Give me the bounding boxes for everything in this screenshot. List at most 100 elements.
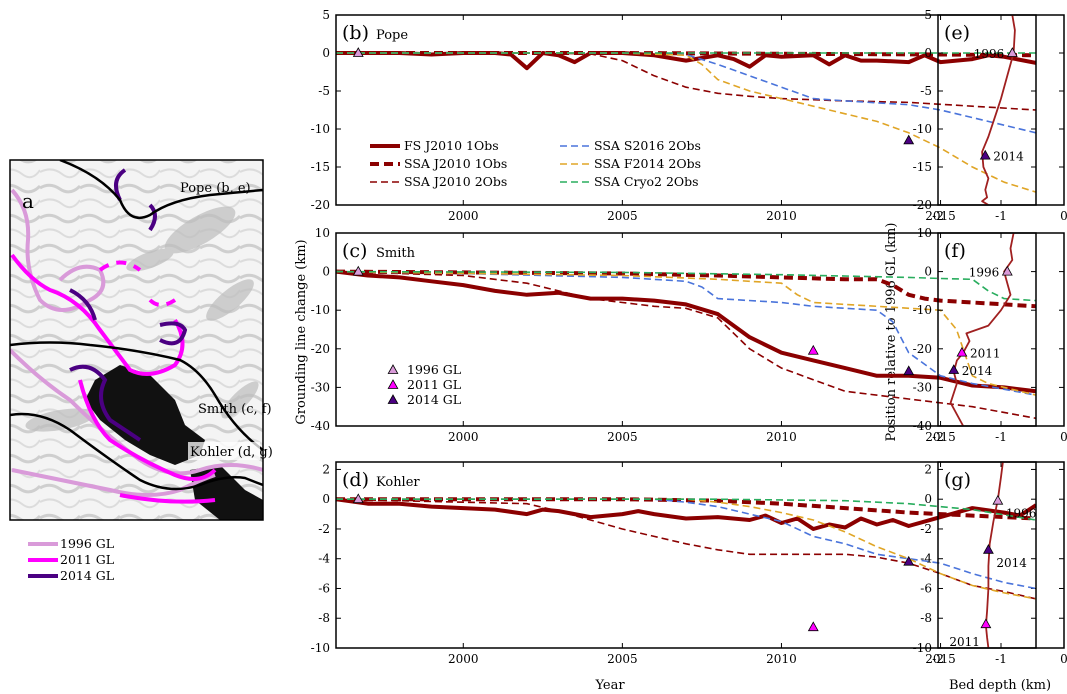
panel-letter: (b) (342, 22, 369, 44)
x-tick-label: 2005 (607, 209, 638, 223)
map-panel-letter: a (22, 189, 34, 213)
x-tick-label: 2000 (448, 430, 479, 444)
map-flowline-pope (59, 160, 263, 220)
x-tick-label: 2005 (607, 652, 638, 666)
y-tick-label: -10 (311, 303, 330, 317)
x-axis-label: Year (594, 678, 625, 693)
x-tick-label: 2010 (766, 652, 797, 666)
x-tick-label: 0 (1060, 430, 1067, 444)
axes-frame (335, 461, 1037, 649)
gl-marker-1 (956, 346, 968, 357)
series-group (981, 15, 1016, 205)
line-legend: FS J2010 1Obs SSA J2010 1Obs SSA J2010 2Ob… (370, 138, 701, 189)
y-tick-label: 0 (322, 265, 330, 279)
series-group (985, 462, 1004, 648)
series-group (336, 269, 1036, 420)
y-tick-label: 10 (315, 226, 330, 240)
panel-letter: (e) (944, 22, 970, 44)
series-line-0 (949, 233, 1015, 426)
y-tick-label: 0 (322, 46, 330, 60)
gl-marker-1 (807, 344, 819, 355)
panel-title: Smith (376, 246, 416, 261)
gl-marker-0 (352, 47, 364, 57)
gl-marker-1 (903, 134, 915, 145)
x-tick-label: 2015 (925, 209, 956, 223)
line-legend-label-4: SSA F2014 2Obs (594, 156, 701, 171)
map-legend-label-1996: 1996 GL (60, 536, 114, 551)
y-tick-label: -5 (920, 84, 932, 98)
y-tick-label: -2 (318, 522, 330, 536)
gl-marker-label-1: 2014 (996, 556, 1027, 570)
series-line-4 (336, 52, 1036, 193)
x-tick-label: -1 (995, 652, 1007, 666)
axes-frame (937, 232, 1065, 427)
y-tick-label: -20 (311, 198, 330, 212)
gl-marker-0 (352, 493, 364, 504)
series-line-0 (985, 462, 1004, 648)
panel-letter: (f) (944, 240, 966, 262)
gl-marker-0 (1001, 265, 1013, 276)
x-tick-label: -2 (932, 209, 944, 223)
gl-marker-2 (903, 555, 915, 566)
y-tick-label: -20 (311, 342, 330, 356)
y-tick-label: 2 (924, 462, 932, 476)
y-tick-label: -10 (913, 641, 932, 655)
x-tick-label: 0 (1060, 209, 1067, 223)
gl-marker-0 (352, 265, 364, 276)
line-legend-label-5: SSA Cryo2 2Obs (594, 174, 699, 189)
gl-legend-marker-1 (387, 379, 399, 389)
y-tick-label: -40 (311, 419, 330, 433)
map-flowline-smith (10, 341, 263, 452)
gl-marker-label-2: 2014 (962, 364, 993, 378)
y-tick-label: -10 (311, 641, 330, 655)
gl-legend-marker-2 (387, 394, 399, 404)
gl-marker-2 (980, 618, 992, 629)
y-tick-label: -2 (920, 522, 932, 536)
gl-marker-2 (903, 365, 915, 376)
line-legend-label-3: SSA S2016 2Obs (594, 138, 701, 153)
x-tick-label: -1 (995, 430, 1007, 444)
y-tick-label: -20 (913, 342, 932, 356)
y-tick-label: -4 (920, 552, 932, 566)
gl-marker-label-0: 1996 (1006, 507, 1037, 521)
map-gl-2014 (69, 168, 188, 442)
series-line-0 (336, 269, 1036, 394)
x-tick-label: -2 (932, 430, 944, 444)
axes-frame (335, 232, 1037, 427)
y-tick-label: -40 (913, 419, 932, 433)
y-tick-label: -10 (913, 122, 932, 136)
series-group (336, 497, 1036, 600)
line-legend-label-0: FS J2010 1Obs (404, 138, 499, 153)
axes-frame (937, 461, 1065, 649)
gl-marker-1 (979, 149, 991, 160)
panel-letter: (c) (342, 240, 367, 262)
y-tick-label: 0 (924, 265, 932, 279)
map-dark-terrain (85, 365, 205, 465)
gl-marker-1 (807, 621, 819, 632)
y-tick-label: -20 (913, 198, 932, 212)
y-tick-label: -10 (311, 122, 330, 136)
y-tick-label: -6 (318, 581, 330, 595)
map-gl-1996 (11, 468, 216, 497)
series-line-3 (336, 498, 1036, 590)
panel-letter: (g) (944, 469, 971, 491)
y-tick-label: -8 (920, 611, 932, 625)
series-line-2 (336, 52, 1036, 111)
gl-marker-label-1: 2011 (970, 347, 1001, 361)
x-tick-label: 2015 (925, 652, 956, 666)
y-tick-label: 10 (917, 226, 932, 240)
series-line-0 (981, 15, 1016, 205)
gl-marker-label-0: 1996 (969, 266, 1000, 280)
series-line-5 (336, 498, 1036, 521)
gl-legend-label-0: 1996 GL (407, 362, 461, 377)
x-tick-label: 0 (1060, 652, 1067, 666)
series-line-2 (336, 498, 1036, 600)
line-legend-label-2: SSA J2010 2Obs (404, 174, 507, 189)
